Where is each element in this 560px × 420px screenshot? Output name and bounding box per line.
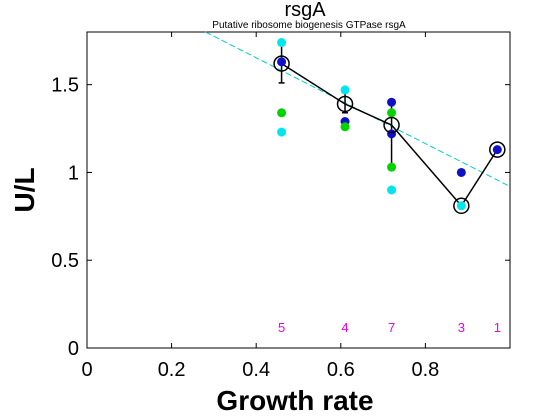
data-point <box>387 97 397 107</box>
mean-marker-layer <box>273 55 506 215</box>
chart-subtitle: Putative ribosome biogenesis GTPase rsgA <box>212 20 406 31</box>
data-point <box>387 129 397 139</box>
data-point <box>340 85 350 95</box>
data-point <box>456 201 466 211</box>
mean-line <box>281 62 498 208</box>
axis-layer: 0 0.2 0.4 0.6 0.8 0 0.5 1 1.5 <box>51 32 510 381</box>
mean-marker <box>453 197 470 215</box>
data-point <box>277 38 287 48</box>
chart-title: rsgA <box>284 0 326 21</box>
data-point <box>387 162 397 172</box>
data-point <box>456 167 466 177</box>
count-layer: 5 4 7 3 1 <box>278 320 501 335</box>
count-label: 7 <box>388 320 395 335</box>
x-tick-label: 0.8 <box>411 359 439 381</box>
count-label: 3 <box>458 320 465 335</box>
count-label: 1 <box>494 320 501 335</box>
mean-marker <box>489 141 506 158</box>
x-tick-label: 0 <box>81 359 92 381</box>
data-point <box>492 145 502 155</box>
mean-layer <box>281 62 498 208</box>
plot-area <box>86 31 511 349</box>
y-tick-label: 1.5 <box>51 75 79 97</box>
x-tick-label: 0.4 <box>242 359 270 381</box>
data-point <box>277 108 287 118</box>
trend-line <box>205 31 511 187</box>
count-label: 4 <box>341 320 348 335</box>
mean-marker <box>336 95 354 113</box>
data-point <box>340 122 350 132</box>
y-axis-label: U/L <box>9 167 40 212</box>
data-point <box>387 108 397 118</box>
data-point <box>277 127 287 137</box>
count-label: 5 <box>278 320 285 335</box>
y-tick-label: 0 <box>68 338 79 360</box>
mean-marker <box>383 116 400 134</box>
x-tick-label: 0.6 <box>327 359 355 381</box>
x-tick-label: 0.2 <box>158 359 186 381</box>
data-point <box>387 185 397 195</box>
x-axis-label: Growth rate <box>216 385 373 416</box>
mean-marker <box>273 55 290 72</box>
trend-layer <box>205 31 511 187</box>
y-tick-label: 0.5 <box>51 250 79 272</box>
data-point <box>277 57 287 67</box>
y-tick-label: 1 <box>68 162 79 184</box>
